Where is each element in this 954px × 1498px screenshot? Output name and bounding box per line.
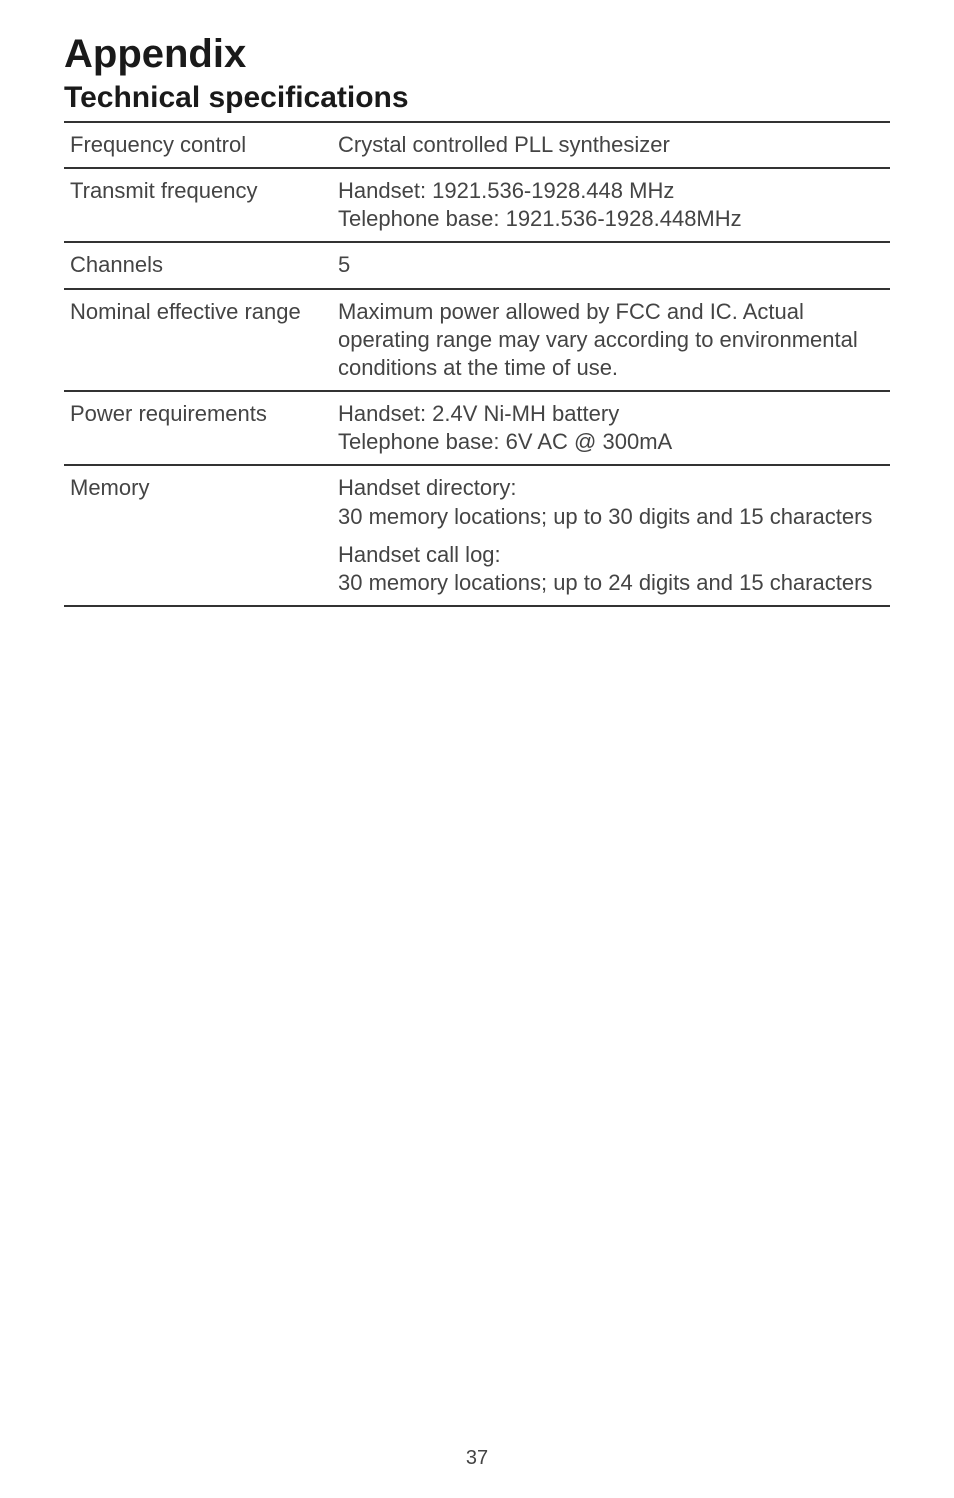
page-title: Appendix: [64, 32, 890, 77]
page-number: 37: [0, 1447, 954, 1470]
spec-label: Frequency control: [64, 122, 332, 168]
spec-line: Handset: 2.4V Ni-MH battery: [338, 401, 619, 426]
spec-label: Nominal effective range: [64, 289, 332, 391]
table-row: Memory Handset directory: 30 memory loca…: [64, 465, 890, 606]
spec-label: Power requirements: [64, 391, 332, 465]
spec-value: Handset directory: 30 memory locations; …: [332, 465, 890, 606]
page: Appendix Technical specifications Freque…: [0, 0, 954, 1498]
spec-label: Transmit frequency: [64, 168, 332, 242]
spec-label: Channels: [64, 242, 332, 288]
spec-line: Telephone base: 6V AC @ 300mA: [338, 429, 672, 454]
spec-value: Handset: 1921.536-1928.448 MHz Telephone…: [332, 168, 890, 242]
table-row: Nominal effective range Maximum power al…: [64, 289, 890, 391]
spec-value: 5: [332, 242, 890, 288]
table-row: Transmit frequency Handset: 1921.536-192…: [64, 168, 890, 242]
spec-line: Handset: 1921.536-1928.448 MHz: [338, 178, 674, 203]
spec-line: Maximum power allowed by FCC and IC. Act…: [338, 299, 858, 380]
spec-line: 30 memory locations; up to 24 digits and…: [338, 570, 872, 595]
spec-value: Crystal controlled PLL synthesizer: [332, 122, 890, 168]
spec-label: Memory: [64, 465, 332, 606]
spec-subblock: Handset directory: 30 memory locations; …: [338, 474, 880, 530]
spec-line: Handset directory:: [338, 475, 517, 500]
spec-line: Handset call log:: [338, 542, 501, 567]
spec-value: Maximum power allowed by FCC and IC. Act…: [332, 289, 890, 391]
spec-line: Crystal controlled PLL synthesizer: [338, 132, 670, 157]
spec-line: 30 memory locations; up to 30 digits and…: [338, 504, 872, 529]
spec-subblock: Handset call log: 30 memory locations; u…: [338, 541, 880, 597]
spec-line: Telephone base: 1921.536-1928.448MHz: [338, 206, 742, 231]
table-row: Channels 5: [64, 242, 890, 288]
spec-table: Frequency control Crystal controlled PLL…: [64, 121, 890, 607]
spec-line: 5: [338, 252, 350, 277]
spec-value: Handset: 2.4V Ni-MH battery Telephone ba…: [332, 391, 890, 465]
table-row: Frequency control Crystal controlled PLL…: [64, 122, 890, 168]
table-row: Power requirements Handset: 2.4V Ni-MH b…: [64, 391, 890, 465]
section-title: Technical specifications: [64, 81, 890, 115]
